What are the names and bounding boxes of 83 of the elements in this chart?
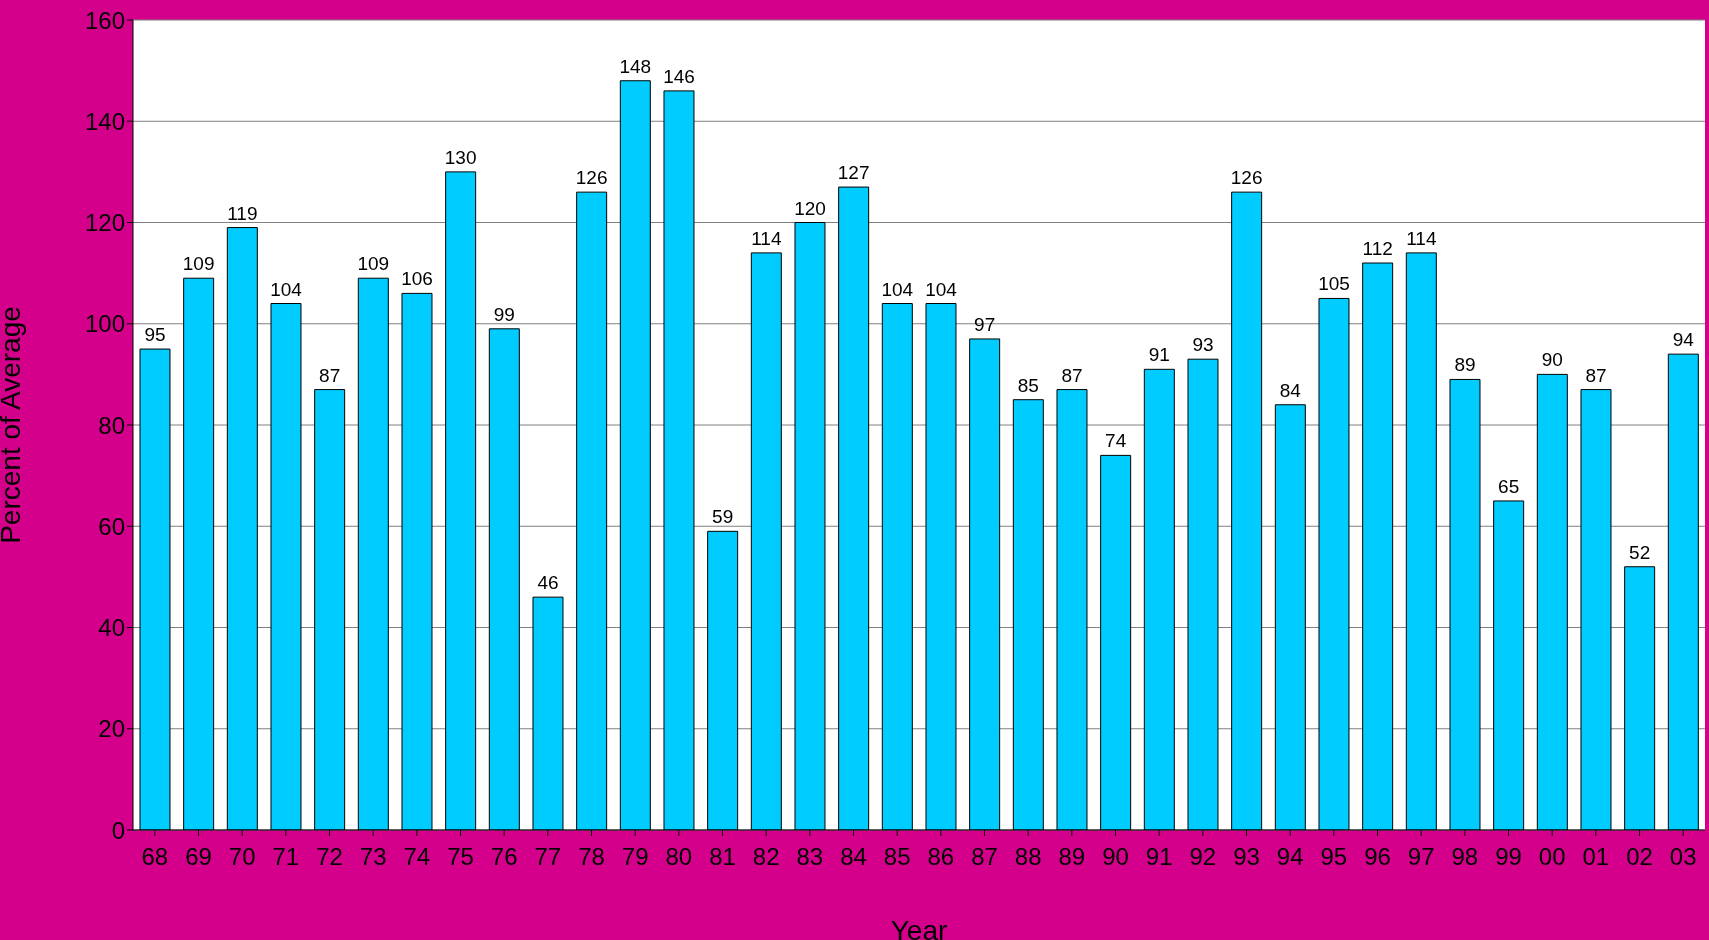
y-tick-label: 20 — [98, 715, 125, 743]
x-tick-label: 00 — [1538, 843, 1566, 871]
x-tick-label: 69 — [185, 843, 212, 871]
x-tick-label: 81 — [709, 843, 736, 871]
data-label: 109 — [182, 253, 215, 275]
x-tick-label: 92 — [1189, 843, 1217, 871]
x-tick-label: 94 — [1276, 843, 1304, 871]
x-tick-label: 88 — [1014, 843, 1042, 871]
data-label: 97 — [974, 313, 996, 335]
data-label: 127 — [837, 162, 870, 184]
y-tick-label: 80 — [98, 411, 125, 439]
x-tick-label: 79 — [621, 843, 649, 871]
x-tick-label: 78 — [578, 843, 605, 871]
x-tick-label: 01 — [1582, 843, 1610, 871]
x-tick-label: 03 — [1669, 843, 1697, 871]
y-axis-title: Percent of Average — [0, 306, 26, 544]
x-tick-label: 87 — [971, 843, 998, 871]
x-tick-label: 84 — [840, 843, 867, 871]
data-label: 126 — [575, 167, 608, 189]
x-tick-label: 77 — [534, 843, 562, 871]
data-label: 95 — [144, 324, 166, 346]
x-tick-label: 75 — [447, 843, 474, 871]
data-label: 104 — [881, 278, 914, 300]
data-label: 106 — [401, 268, 433, 290]
data-label: 114 — [751, 227, 782, 249]
data-label: 84 — [1279, 379, 1302, 401]
y-tick-label: 60 — [98, 512, 125, 540]
data-label: 52 — [1629, 541, 1651, 563]
x-tick-label: 73 — [359, 843, 387, 871]
x-tick-label: 68 — [141, 843, 169, 871]
x-axis-title: Year — [890, 915, 948, 940]
data-label: 148 — [619, 55, 652, 77]
data-label: 114 — [1406, 227, 1437, 249]
data-label: 94 — [1672, 329, 1695, 351]
data-label: 91 — [1148, 344, 1170, 366]
x-tick-label: 82 — [752, 843, 780, 871]
x-tick-label: 99 — [1495, 843, 1522, 871]
y-tick-label: 140 — [84, 107, 125, 135]
data-label: 104 — [270, 278, 303, 300]
y-tick-label: 120 — [84, 209, 125, 237]
x-tick-label: 97 — [1407, 843, 1435, 871]
data-label: 85 — [1017, 374, 1039, 396]
data-label: 146 — [663, 65, 695, 87]
x-tick-label: 02 — [1626, 843, 1653, 871]
data-label: 130 — [444, 146, 477, 168]
x-tick-label: 98 — [1451, 843, 1479, 871]
x-tick-label: 90 — [1102, 843, 1129, 871]
data-label: 93 — [1192, 334, 1214, 356]
x-tick-label: 70 — [228, 843, 256, 871]
data-label: 59 — [712, 506, 734, 528]
data-label: 104 — [925, 278, 958, 300]
x-tick-label: 85 — [883, 843, 911, 871]
data-label: 90 — [1541, 349, 1563, 371]
data-label: 119 — [227, 202, 258, 224]
x-tick-label: 86 — [927, 843, 955, 871]
x-tick-label: 80 — [665, 843, 693, 871]
y-tick-label: 40 — [98, 614, 125, 642]
data-label: 120 — [794, 197, 826, 219]
data-label: 87 — [1585, 364, 1607, 386]
x-tick-label: 91 — [1145, 843, 1173, 871]
data-label: 74 — [1105, 430, 1127, 452]
y-tick-label: 0 — [111, 816, 125, 844]
data-label: 87 — [1061, 364, 1083, 386]
data-label: 105 — [1318, 273, 1350, 295]
data-label: 99 — [493, 303, 515, 325]
data-label: 87 — [319, 364, 341, 386]
data-label: 109 — [357, 253, 390, 275]
x-tick-label: 95 — [1320, 843, 1348, 871]
y-tick-label: 160 — [84, 6, 125, 34]
x-tick-label: 76 — [490, 843, 518, 871]
data-label: 46 — [537, 572, 559, 594]
data-label: 89 — [1454, 354, 1476, 376]
data-label: 65 — [1498, 475, 1520, 497]
x-tick-label: 96 — [1364, 843, 1391, 871]
x-tick-label: 74 — [403, 843, 431, 871]
x-tick-label: 72 — [316, 843, 343, 871]
x-tick-label: 71 — [272, 843, 300, 871]
x-tick-label: 83 — [796, 843, 824, 871]
data-label: 126 — [1230, 167, 1263, 189]
x-tick-label: 93 — [1233, 843, 1260, 871]
data-label: 112 — [1362, 238, 1393, 259]
x-tick-label: 89 — [1058, 843, 1086, 871]
y-tick-label: 100 — [84, 310, 125, 338]
